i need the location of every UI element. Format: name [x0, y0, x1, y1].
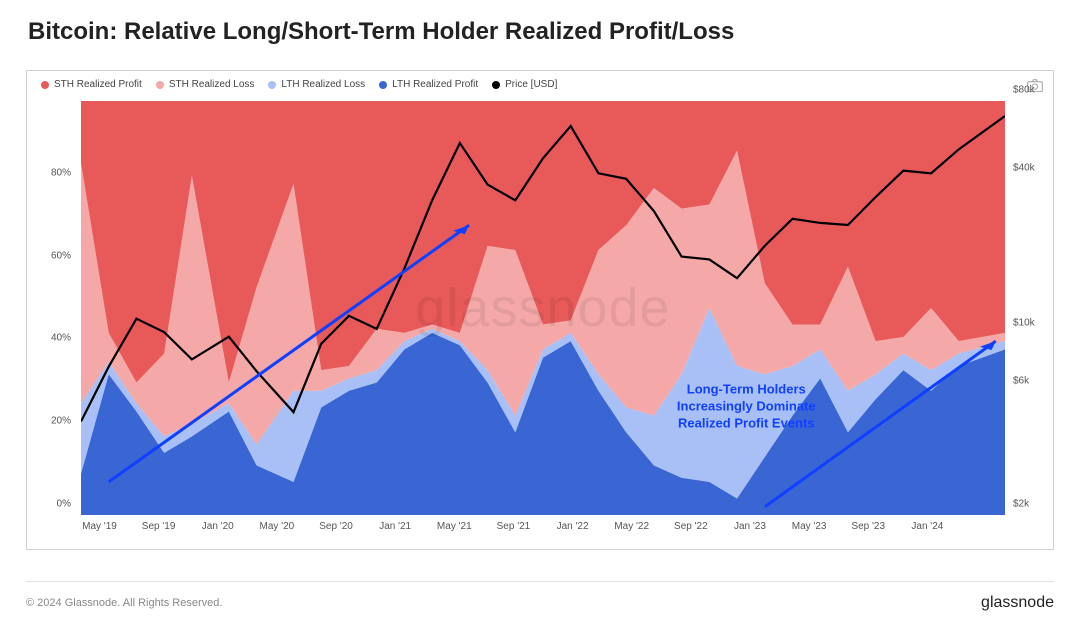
legend-label: STH Realized Profit: [54, 79, 142, 90]
xtick: May '19: [82, 521, 117, 532]
legend-item: LTH Realized Loss: [268, 79, 365, 90]
x-axis: May '19 Sep '19 Jan '20 May '20 Sep '20 Jan '…: [81, 521, 1005, 541]
ytick-right: $40k: [1009, 162, 1047, 173]
xtick: Sep '20: [319, 521, 353, 532]
ytick-left: 20%: [41, 416, 77, 427]
plot-area: glassnode Long-Term HoldersIncreasingly …: [81, 101, 1005, 515]
xtick: Sep '21: [497, 521, 531, 532]
xtick: Sep '23: [851, 521, 885, 532]
legend-item: STH Realized Loss: [156, 79, 255, 90]
legend-label: LTH Realized Loss: [281, 79, 365, 90]
stacked-area-svg: [81, 101, 1005, 515]
legend: STH Realized Profit STH Realized Loss LTH …: [41, 79, 557, 90]
legend-item: LTH Realized Profit: [379, 79, 478, 90]
legend-dot: [41, 81, 49, 89]
xtick: Sep '19: [142, 521, 176, 532]
brand-logo: glassnode: [981, 594, 1054, 612]
legend-item: Price [USD]: [492, 79, 557, 90]
ytick-right: $6k: [1009, 375, 1047, 386]
y-axis-left: 0% 20% 40% 60% 80%: [41, 101, 77, 515]
ytick-right: $10k: [1009, 318, 1047, 329]
legend-label: STH Realized Loss: [169, 79, 255, 90]
xtick: May '20: [260, 521, 295, 532]
legend-dot: [379, 81, 387, 89]
y-axis-right: $2k$6k$10k$40k$80k: [1009, 101, 1047, 515]
legend-dot: [156, 81, 164, 89]
xtick: May '21: [437, 521, 472, 532]
ytick-left: 0%: [41, 499, 77, 510]
xtick: Jan '24: [911, 521, 943, 532]
xtick: May '23: [792, 521, 827, 532]
legend-dot: [268, 81, 276, 89]
ytick-left: 80%: [41, 167, 77, 178]
xtick: Jan '20: [202, 521, 234, 532]
page-title: Bitcoin: Relative Long/Short-Term Holder…: [0, 0, 1080, 56]
annotation-line: Long-Term Holders: [677, 382, 816, 399]
legend-dot: [492, 81, 500, 89]
annotation-line: Realized Profit Events: [677, 416, 816, 433]
xtick: Jan '21: [379, 521, 411, 532]
legend-label: Price [USD]: [505, 79, 557, 90]
xtick: Jan '23: [734, 521, 766, 532]
ytick-right: $80k: [1009, 85, 1047, 96]
annotation-line: Increasingly Dominate: [677, 399, 816, 416]
xtick: Sep '22: [674, 521, 708, 532]
copyright: © 2024 Glassnode. All Rights Reserved.: [26, 597, 222, 609]
footer: © 2024 Glassnode. All Rights Reserved. g…: [26, 581, 1054, 612]
ytick-left: 40%: [41, 333, 77, 344]
legend-label: LTH Realized Profit: [392, 79, 478, 90]
chart-frame: STH Realized Profit STH Realized Loss LTH …: [26, 70, 1054, 550]
xtick: Jan '22: [557, 521, 589, 532]
ytick-left: 60%: [41, 250, 77, 261]
ytick-right: $2k: [1009, 499, 1047, 510]
xtick: May '22: [614, 521, 649, 532]
legend-item: STH Realized Profit: [41, 79, 142, 90]
annotation-text: Long-Term HoldersIncreasingly DominateRe…: [677, 382, 816, 433]
